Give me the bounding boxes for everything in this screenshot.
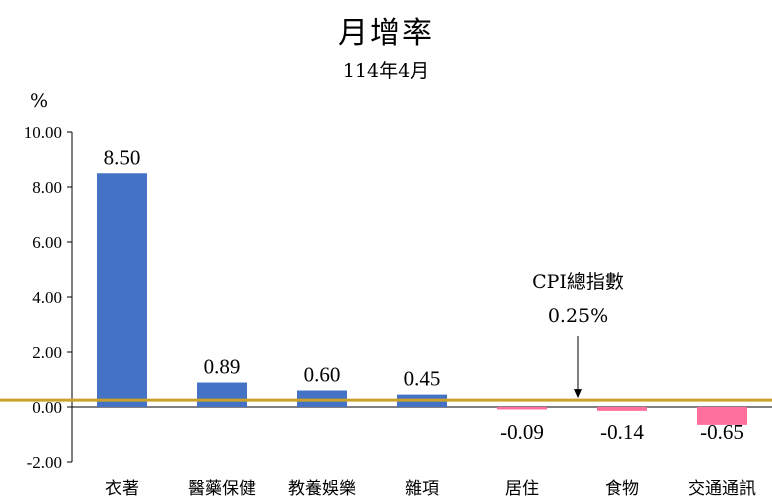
cpi-annotation-value: 0.25% [548,305,608,327]
chart-subtitle: 114年4月 [342,60,430,82]
y-tick-label: 6.00 [32,233,62,252]
y-tick-label: 4.00 [32,288,62,307]
category-label: 衣著 [105,479,139,499]
reference-line-group: CPI總指數 0.25% [0,271,772,402]
data-label: 8.50 [104,145,141,169]
chart-title: 月增率 [338,16,434,51]
bar-6 [597,407,647,411]
category-label: 居住 [505,479,539,499]
y-axis-unit: % [30,90,49,112]
bar-7 [697,407,747,425]
category-label: 醫藥保健 [188,479,256,499]
data-label: -0.65 [700,420,744,444]
data-label: -0.09 [500,420,544,444]
category-label: 教養娛樂 [288,479,356,499]
data-label: -0.14 [600,420,644,444]
axes: 10.00 8.00 6.00 4.00 2.00 0.00 -2.00 [24,123,772,472]
y-tick-label: 8.00 [32,178,62,197]
y-tick-label: -2.00 [27,453,62,472]
annotation-arrow-head [574,389,582,399]
bar-5 [497,407,547,410]
bar-1 [97,173,147,407]
bars [97,173,747,425]
labels: 8.50 衣著 0.89 醫藥保健 0.60 教養娛樂 0.45 雜項 -0.09 居住 -0.14… [104,145,756,499]
data-label: 0.60 [304,363,341,387]
y-tick-label: 2.00 [32,343,62,362]
y-tick-label: 10.00 [24,123,62,142]
y-tick-label: 0.00 [32,398,62,417]
data-label: 0.89 [204,355,241,379]
category-label: 食物 [605,479,639,499]
category-label: 雜項 [405,479,439,499]
cpi-annotation-label: CPI總指數 [532,271,624,293]
bar-2 [197,382,247,407]
data-label: 0.45 [404,367,441,391]
category-label: 交通通訊 [688,479,756,499]
